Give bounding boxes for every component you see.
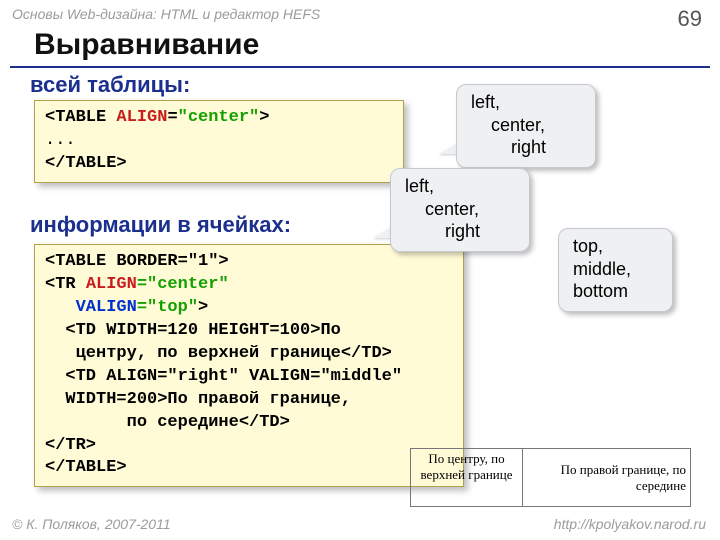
subheading-cells: информации в ячейках: (30, 212, 291, 238)
code-token: ALIGN (86, 275, 137, 294)
code-token: ="top" (137, 298, 198, 317)
code-token: > (198, 298, 208, 317)
example-cell-right-middle: По правой границе, по середине (523, 449, 691, 507)
example-cell-top-center: По центру, по верхней границе (411, 449, 523, 507)
code-token: VALIGN (76, 298, 137, 317)
footer-copyright: © К. Поляков, 2007-2011 (12, 516, 171, 532)
table-row: По центру, по верхней границе По правой … (411, 449, 691, 507)
slide: Основы Web-дизайна: HTML и редактор HEFS… (0, 0, 720, 540)
code-token: центру, по верхней границе</TD> (45, 344, 392, 363)
page-number: 69 (678, 6, 702, 32)
code-token: ... (45, 131, 76, 150)
code-token: <TD WIDTH=120 HEIGHT=100>По (45, 321, 341, 340)
code-token: "center" (178, 108, 260, 127)
code-token: <TABLE BORDER="1"> (45, 252, 229, 271)
footer-url: http://kpolyakov.narod.ru (554, 516, 706, 532)
code-token: > (259, 108, 269, 127)
code-token: </TABLE> (45, 458, 127, 477)
title-underline (10, 66, 710, 68)
code-token: </TR> (45, 436, 96, 455)
code-token: <TR (45, 275, 86, 294)
code-token: = (167, 108, 177, 127)
callout-line: center, (471, 114, 581, 137)
code-token: <TD ALIGN="right" VALIGN="middle" (45, 367, 402, 386)
callout-valign-values: top, middle, bottom (558, 228, 673, 312)
callout-line: middle, (573, 258, 658, 281)
code-block-table-align: <TABLE ALIGN="center"> ... </TABLE> (34, 100, 404, 183)
code-token: </TABLE> (45, 154, 127, 173)
callout-line: left, (405, 175, 515, 198)
code-block-cell-align: <TABLE BORDER="1"> <TR ALIGN="center" VA… (34, 244, 464, 487)
example-output-table: По центру, по верхней границе По правой … (410, 448, 691, 507)
subheading-table: всей таблицы: (30, 72, 190, 98)
callout-line: right (405, 220, 515, 243)
callout-line: top, (573, 235, 658, 258)
code-token: ="center" (137, 275, 229, 294)
callout-line: left, (471, 91, 581, 114)
breadcrumb: Основы Web-дизайна: HTML и редактор HEFS (12, 6, 320, 22)
code-token: <TABLE (45, 108, 116, 127)
callout-line: bottom (573, 280, 658, 303)
code-token: по середине</TD> (45, 413, 290, 432)
callout-line: center, (405, 198, 515, 221)
code-token: ALIGN (116, 108, 167, 127)
callout-line: right (471, 136, 581, 159)
callout-align-values-2: left, center, right (390, 168, 530, 252)
callout-align-values: left, center, right (456, 84, 596, 168)
page-title: Выравнивание (34, 28, 259, 62)
code-token: WIDTH=200>По правой границе, (45, 390, 351, 409)
